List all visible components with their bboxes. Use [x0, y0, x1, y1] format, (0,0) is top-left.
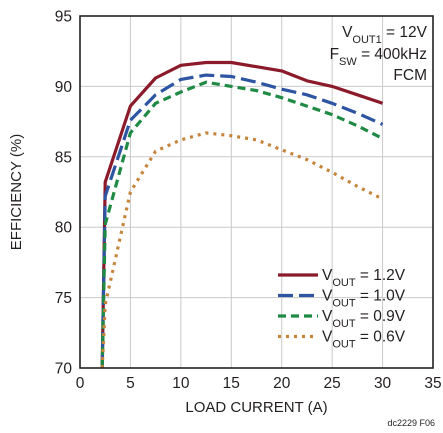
y-axis-label: EFFICIENCY (%): [8, 134, 25, 250]
series-lines: [100, 60, 384, 369]
annotation-mode: FCM: [393, 67, 427, 84]
x-axis-label: LOAD CURRENT (A): [185, 399, 327, 416]
x-tick-label: 25: [324, 375, 341, 392]
legend-label-3: VOUT = 0.9V: [322, 308, 406, 330]
x-tick-label: 10: [172, 375, 190, 392]
x-tick-label: 15: [223, 375, 240, 392]
y-tick-label: 80: [55, 220, 73, 237]
series-line-4: [100, 131, 384, 369]
series-line-1: [100, 60, 384, 369]
x-tick-label: 0: [76, 375, 85, 392]
x-tick-label: 35: [424, 375, 441, 392]
y-tick-label: 90: [55, 79, 73, 96]
x-tick-label: 30: [374, 375, 392, 392]
grid-lines: [80, 16, 433, 368]
tick-labels: 0 5 10 15 20 25 30 35 70 75 80 85 90 95: [55, 9, 442, 393]
y-tick-label: 95: [55, 9, 72, 26]
legend-label-4: VOUT = 0.6V: [322, 329, 406, 351]
legend-label-1: VOUT = 1.2V: [322, 267, 406, 289]
y-tick-label: 70: [55, 361, 73, 378]
annotation-fsw: FSW = 400kHz: [330, 46, 427, 68]
plot-frame: [79, 15, 434, 369]
legend-label-2: VOUT = 1.0V: [322, 288, 406, 310]
annotation-vout1: VOUT1 = 12V: [342, 24, 428, 46]
y-tick-label: 85: [55, 149, 72, 166]
x-tick-label: 5: [126, 375, 135, 392]
x-tick-label: 20: [273, 375, 291, 392]
series-line-2: [100, 73, 384, 369]
y-tick-label: 75: [55, 290, 72, 307]
figure-id: dc2229 F06: [387, 418, 435, 428]
series-line-3: [100, 80, 384, 369]
